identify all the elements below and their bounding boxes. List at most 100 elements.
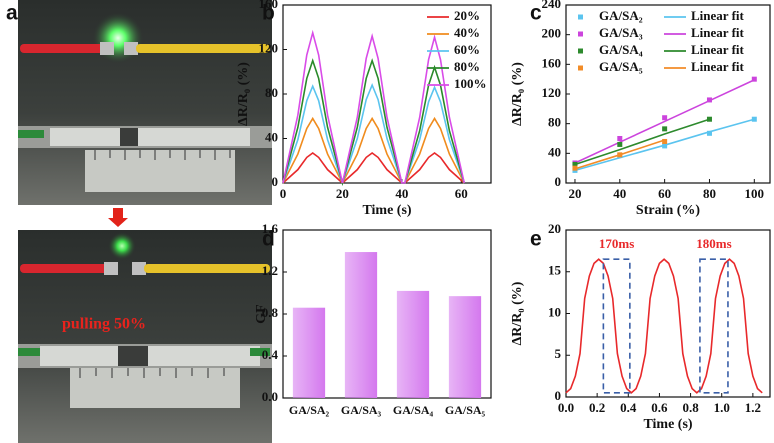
x-tick-label: 40 — [395, 186, 408, 201]
y-tick-label: 200 — [542, 26, 562, 41]
legend-label: Linear fit — [691, 42, 745, 57]
x-tick-label: 100 — [745, 186, 765, 201]
legend-label: Linear fit — [691, 8, 745, 23]
x-tick-label: 0 — [280, 186, 287, 201]
series-line — [565, 258, 763, 394]
x-tick-label: 0.4 — [620, 400, 637, 415]
bar — [448, 296, 482, 398]
y-tick-label: 160 — [259, 0, 279, 11]
data-point — [706, 130, 712, 136]
y-tick-label: 0 — [555, 388, 562, 403]
y-tick-label: 240 — [542, 0, 562, 11]
chart-panel: e ΔR/R₀ (%) Time (s) 0 5 10 15 20 0.0 0.2 0.4 0.6 0.… — [510, 221, 771, 432]
y-axis-label: ΔR/R₀ (%) — [510, 281, 525, 345]
legend-label: Linear fit — [691, 25, 745, 40]
y-tick-label: 1.6 — [262, 221, 279, 236]
series-line — [282, 58, 466, 187]
legend-label: Linear fit — [691, 59, 745, 74]
series-line — [282, 116, 465, 185]
data-point — [617, 136, 623, 141]
data-point — [662, 138, 668, 144]
plot-frame — [565, 229, 771, 398]
x-tick-label: 20 — [568, 186, 581, 201]
x-tick-label: 20 — [336, 186, 349, 201]
panel-label: a — [6, 2, 18, 25]
y-tick-label: 10 — [548, 304, 561, 319]
y-tick-label: 20 — [548, 221, 561, 236]
x-tick-label: 40 — [613, 186, 626, 201]
bar — [344, 252, 378, 398]
annotation-text: 180ms — [696, 236, 731, 251]
annotation-box — [602, 258, 631, 394]
x-tick-label: 0.6 — [651, 400, 668, 415]
x-tick-label: 0.0 — [558, 400, 574, 415]
x-tick-label: 60 — [658, 186, 671, 201]
annotation-box — [699, 258, 729, 394]
legend-label: GA/SA₄ — [599, 42, 643, 57]
y-axis-label: GF — [254, 304, 269, 323]
panel-label: d — [262, 228, 275, 251]
y-tick-label: 120 — [542, 85, 562, 100]
data-point — [662, 115, 668, 121]
y-tick-label: 0.4 — [262, 347, 279, 362]
series-line — [282, 82, 466, 186]
y-tick-label: 0 — [272, 174, 279, 189]
photo-annotation: pulling 50% — [62, 316, 146, 333]
legend-label: 40% — [454, 25, 480, 40]
legend-marker — [578, 65, 583, 71]
panel-label: b — [262, 2, 275, 25]
x-tick-label: 0.8 — [682, 400, 699, 415]
series-line — [574, 79, 755, 164]
x-axis-label: Time (s) — [362, 203, 411, 218]
legend-marker — [578, 31, 583, 37]
data-point — [662, 126, 668, 132]
series-line — [574, 118, 710, 166]
annotation-text: 170ms — [599, 236, 634, 251]
x-tick-label: 0.2 — [589, 400, 605, 415]
x-tick-label: 1.2 — [745, 400, 761, 415]
legend-label: 80% — [454, 59, 480, 74]
y-tick-label: 0 — [555, 174, 562, 189]
x-tick-label: GA/SA₅ — [445, 403, 486, 417]
x-axis-label: Strain (%) — [636, 203, 701, 218]
legend-label: GA/SA₃ — [599, 25, 643, 40]
y-axis-label: ΔR/R₀ (%) — [510, 62, 525, 126]
y-tick-label: 40 — [548, 144, 561, 159]
photo-after: pulling 50% — [18, 230, 272, 443]
y-tick-label: 5 — [555, 346, 562, 361]
x-tick-label: 60 — [455, 186, 468, 201]
photo-before — [18, 0, 272, 205]
panel-label: c — [530, 2, 542, 25]
legend-label: 60% — [454, 42, 480, 57]
y-tick-label: 80 — [548, 115, 561, 130]
legend-label: 20% — [454, 8, 480, 23]
series-line — [282, 29, 466, 184]
legend-label: 100% — [454, 76, 487, 91]
y-tick-label: 1.2 — [262, 263, 278, 278]
bar — [292, 307, 326, 398]
series-line — [574, 139, 665, 170]
legend-marker — [578, 48, 583, 54]
x-tick-label: GA/SA₃ — [341, 403, 382, 417]
legend-label: GA/SA₅ — [599, 59, 643, 74]
chart-panel: c ΔR/R₀ (%) Strain (%) 0 40 80 120 160 200 240 20 4… — [510, 0, 771, 218]
panel-label: e — [530, 228, 542, 251]
x-tick-label: 80 — [703, 186, 716, 201]
legend-label: GA/SA₂ — [599, 8, 643, 23]
y-axis-label: ΔR/R₀ (%) — [236, 62, 251, 126]
bar — [396, 290, 430, 398]
y-tick-label: 80 — [265, 85, 278, 100]
y-tick-label: 0.0 — [262, 389, 278, 404]
y-tick-label: 15 — [548, 263, 562, 278]
x-tick-label: 1.0 — [714, 400, 730, 415]
x-tick-label: GA/SA₄ — [393, 403, 434, 417]
chart-panel: b ΔR/R₀ (%) Time (s) 0 40 80 120 160 0 20 40 60 20% 4… — [236, 0, 492, 218]
chart-panel: d GF 0.0 0.4 0.8 1.2 1.6 GA/SA₂ GA/SA₃ GA/SA₄ GA/S… — [254, 221, 492, 417]
y-tick-label: 160 — [542, 55, 562, 70]
data-point — [617, 141, 623, 147]
legend-marker — [578, 14, 583, 20]
series-line — [574, 118, 755, 172]
data-point — [751, 76, 757, 82]
y-tick-label: 40 — [265, 129, 278, 144]
